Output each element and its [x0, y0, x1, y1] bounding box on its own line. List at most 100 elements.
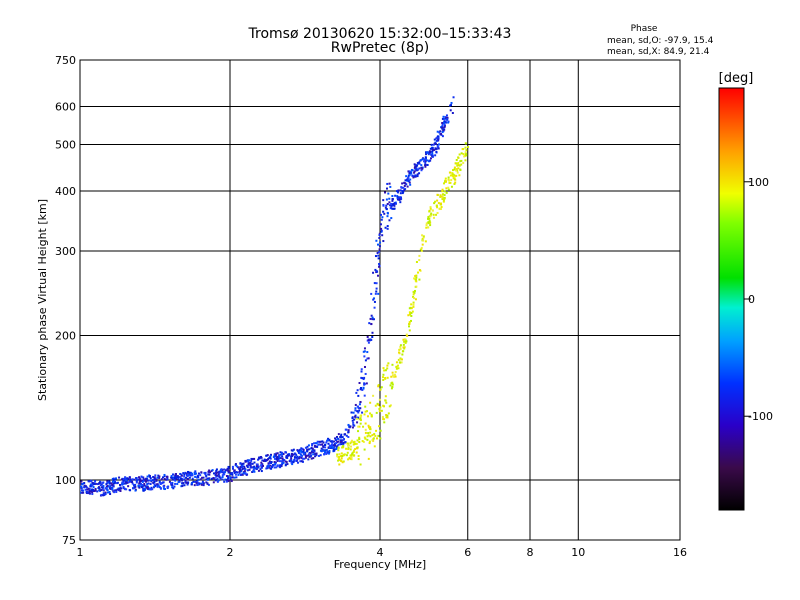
- data-point: [359, 419, 362, 422]
- data-point: [132, 487, 135, 490]
- data-point: [384, 369, 387, 372]
- data-point: [144, 479, 147, 482]
- data-point: [142, 478, 145, 481]
- data-point: [253, 470, 256, 473]
- data-point: [421, 237, 424, 240]
- data-point: [337, 459, 340, 462]
- data-point: [279, 451, 282, 454]
- data-point: [407, 176, 410, 179]
- data-point: [363, 350, 366, 353]
- data-point: [165, 478, 168, 481]
- data-point: [207, 470, 210, 473]
- data-point: [402, 186, 405, 189]
- data-point: [109, 484, 112, 487]
- data-point: [197, 472, 200, 475]
- data-point: [380, 386, 383, 389]
- data-point: [104, 491, 107, 494]
- data-point: [158, 475, 161, 478]
- data-point: [388, 197, 391, 200]
- data-point: [352, 423, 355, 426]
- data-point: [181, 477, 184, 480]
- data-point: [363, 394, 366, 397]
- data-point: [438, 143, 441, 146]
- data-point: [191, 477, 194, 480]
- data-point: [455, 168, 458, 171]
- data-point: [357, 425, 360, 428]
- data-point: [410, 303, 413, 306]
- data-point: [402, 338, 405, 341]
- data-point: [361, 411, 364, 414]
- data-point: [390, 205, 393, 208]
- data-point: [268, 460, 271, 463]
- data-point: [352, 454, 355, 457]
- data-point: [308, 448, 311, 451]
- data-point: [358, 441, 361, 444]
- data-point: [371, 331, 374, 334]
- data-point: [141, 476, 144, 479]
- data-point: [323, 451, 326, 454]
- data-point: [384, 395, 387, 398]
- data-point: [239, 466, 242, 469]
- data-point: [156, 485, 159, 488]
- data-point: [336, 445, 339, 448]
- data-point: [428, 150, 431, 153]
- data-point: [307, 458, 310, 461]
- data-point: [443, 197, 446, 200]
- data-point: [321, 440, 324, 443]
- data-point: [310, 454, 313, 457]
- data-point: [457, 156, 460, 159]
- data-point: [125, 479, 128, 482]
- data-point: [342, 441, 345, 444]
- data-point: [306, 445, 309, 448]
- data-point: [444, 177, 447, 180]
- data-point: [82, 489, 85, 492]
- data-point: [212, 472, 215, 475]
- data-point: [205, 478, 208, 481]
- phase-x-stats: mean, sd,X: 84.9, 21.4: [607, 47, 710, 57]
- data-point: [149, 483, 152, 486]
- data-point: [376, 437, 379, 440]
- data-point: [377, 384, 380, 387]
- data-point: [327, 446, 330, 449]
- data-point: [443, 190, 446, 193]
- data-point: [218, 471, 221, 474]
- data-point: [282, 461, 285, 464]
- data-point: [429, 215, 432, 218]
- data-point: [354, 415, 357, 418]
- data-point: [116, 488, 119, 491]
- data-point: [306, 448, 309, 451]
- data-point: [366, 351, 369, 354]
- data-point: [231, 476, 234, 479]
- data-point: [418, 162, 421, 165]
- data-point: [350, 440, 353, 443]
- data-point: [153, 476, 156, 479]
- data-point: [449, 174, 452, 177]
- data-point: [238, 469, 241, 472]
- data-point: [141, 480, 144, 483]
- data-point: [413, 297, 416, 300]
- data-point: [139, 480, 142, 483]
- data-point: [146, 483, 149, 486]
- data-point: [459, 160, 462, 163]
- data-point: [359, 417, 362, 420]
- data-point: [375, 290, 378, 293]
- data-point: [298, 455, 301, 458]
- colorbar-tick-label: 0: [748, 293, 755, 306]
- data-point: [273, 466, 276, 469]
- data-point: [413, 291, 416, 294]
- data-point: [194, 475, 197, 478]
- data-point: [373, 297, 376, 300]
- data-point: [458, 164, 461, 167]
- data-point: [464, 142, 467, 145]
- data-point: [374, 292, 377, 295]
- data-point: [204, 473, 207, 476]
- data-point: [316, 440, 319, 443]
- data-point: [447, 121, 450, 124]
- data-point: [428, 159, 431, 162]
- data-point: [459, 168, 462, 171]
- data-point: [337, 443, 340, 446]
- data-point: [408, 325, 411, 328]
- data-point: [121, 483, 124, 486]
- data-point: [266, 465, 269, 468]
- data-point: [347, 423, 350, 426]
